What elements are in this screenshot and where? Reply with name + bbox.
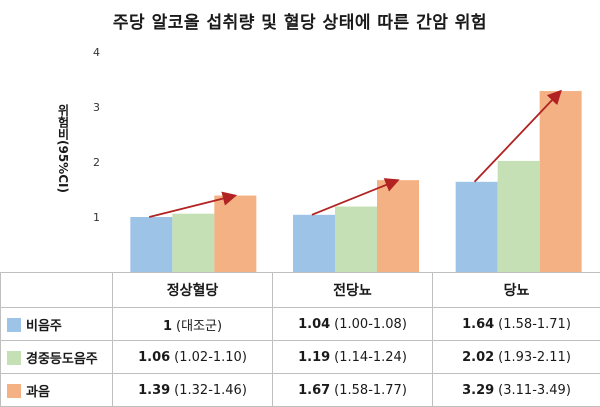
estimate-value: 1.39 (138, 383, 170, 398)
row-header-moderate-drinker: 경중등도음주 (1, 341, 113, 374)
table-cell: 1.06 (1.02-1.10) (113, 341, 273, 374)
estimate-value: 1.67 (298, 383, 330, 398)
column-header-prediabetes: 전당뇨 (273, 273, 433, 308)
bar (214, 196, 256, 272)
estimate-value: 1.06 (138, 350, 170, 365)
table-cell: 2.02 (1.93-2.11) (433, 341, 600, 374)
ci-value: (1.14-1.24) (334, 350, 407, 365)
row-label: 경중등도음주 (26, 352, 98, 367)
y-tick-label: 3 (93, 101, 100, 114)
data-table: 정상혈당 전당뇨 당뇨 비음주 1 (대조군) 1.04 (1.00-1.08) 1… (0, 272, 600, 407)
ci-value: (1.00-1.08) (334, 317, 407, 332)
table-cell: 1.19 (1.14-1.24) (273, 341, 433, 374)
column-header-normal: 정상혈당 (113, 273, 273, 308)
y-tick-label: 1 (93, 211, 100, 224)
table-cell: 1.04 (1.00-1.08) (273, 308, 433, 341)
legend-swatch-non-drinker (7, 318, 21, 332)
ci-value: (1.58-1.77) (334, 383, 407, 398)
table-corner-cell (1, 273, 113, 308)
bar (293, 215, 335, 272)
table-cell: 3.29 (3.11-3.49) (433, 374, 600, 407)
table-cell: 1.39 (1.32-1.46) (113, 374, 273, 407)
column-header-diabetes: 당뇨 (433, 273, 600, 308)
bar (456, 182, 498, 272)
estimate-value: 2.02 (462, 350, 494, 365)
bar (172, 214, 214, 272)
table-header-row: 정상혈당 전당뇨 당뇨 (1, 273, 600, 308)
ci-value: (1.32-1.46) (174, 383, 247, 398)
row-header-non-drinker: 비음주 (1, 308, 113, 341)
table-cell: 1.67 (1.58-1.77) (273, 374, 433, 407)
estimate-value: 1.19 (298, 350, 330, 365)
bar (498, 161, 540, 272)
bar (540, 91, 582, 272)
estimate-value: 3.29 (462, 383, 494, 398)
bar (335, 207, 377, 272)
table-cell: 1.64 (1.58-1.71) (433, 308, 600, 341)
row-header-heavy-drinker: 과음 (1, 374, 113, 407)
row-label: 과음 (26, 385, 50, 400)
bar (377, 180, 419, 272)
estimate-value: 1.04 (298, 317, 330, 332)
row-label: 비음주 (26, 319, 62, 334)
ci-value: (1.58-1.71) (498, 317, 571, 332)
table-row-moderate-drinker: 경중등도음주 1.06 (1.02-1.10) 1.19 (1.14-1.24) 2… (1, 341, 600, 374)
ci-value: (1.02-1.10) (174, 350, 247, 365)
table-cell: 1 (대조군) (113, 308, 273, 341)
estimate-value: 1.64 (462, 317, 494, 332)
bar-chart: 1 2 3 4 (0, 0, 600, 272)
estimate-value: 1 (163, 319, 172, 334)
bar (130, 217, 172, 272)
table-row-non-drinker: 비음주 1 (대조군) 1.04 (1.00-1.08) 1.64 (1.58-1.7… (1, 308, 600, 341)
legend-swatch-heavy-drinker (7, 384, 21, 398)
ci-value: (1.93-2.11) (498, 350, 571, 365)
y-tick-label: 4 (93, 46, 100, 59)
y-tick-label: 2 (93, 156, 100, 169)
legend-swatch-moderate-drinker (7, 351, 21, 365)
table-row-heavy-drinker: 과음 1.39 (1.32-1.46) 1.67 (1.58-1.77) 3.29 (… (1, 374, 600, 407)
ci-value: (3.11-3.49) (498, 383, 571, 398)
ci-value: (대조군) (176, 319, 222, 334)
